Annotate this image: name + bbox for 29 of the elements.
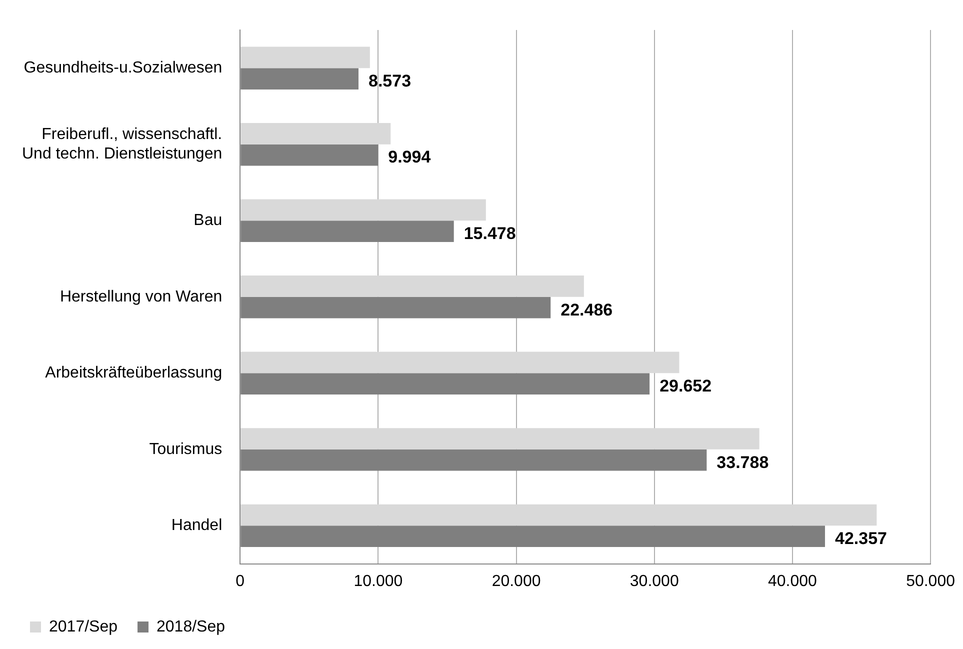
bar — [240, 123, 391, 144]
bar — [240, 46, 370, 68]
x-tick-label: 50.000 — [906, 572, 956, 590]
legend-label: 2017/Sep — [49, 618, 118, 636]
x-tick-label: 10.000 — [354, 572, 403, 590]
data-label: 9.994 — [388, 148, 432, 167]
data-label: 8.573 — [368, 71, 412, 90]
data-label: 42.357 — [834, 529, 887, 548]
bar — [240, 504, 877, 526]
x-tick-label: 30.000 — [630, 572, 679, 590]
bar — [240, 276, 584, 297]
y-tick-label: Bau — [194, 212, 222, 230]
bar — [240, 199, 486, 221]
data-label: 29.652 — [660, 376, 712, 396]
x-tick-label: 20.000 — [492, 572, 541, 590]
bar — [240, 352, 680, 374]
x-tick-label: 40.000 — [768, 572, 818, 590]
data-label: 33.788 — [716, 452, 769, 472]
y-tick-label: Handel — [171, 517, 222, 534]
y-tick-label: Arbeitskräfteüberlassung — [45, 364, 222, 382]
x-tick-label: 0 — [236, 572, 245, 590]
y-tick-label: Herstellung von Waren — [60, 288, 222, 306]
y-tick-label: Tourismus — [149, 440, 222, 458]
legend-label: 2018/Sep — [156, 618, 226, 636]
y-tick-label: Gesundheits-u.Sozialwesen — [24, 60, 222, 77]
data-label: 22.486 — [560, 300, 613, 320]
bar — [240, 428, 760, 450]
y-tick-label: Freiberufl., wissenschaftl. Und techn. Dienstleistungen — [22, 126, 222, 162]
data-label: 15.478 — [464, 224, 516, 244]
